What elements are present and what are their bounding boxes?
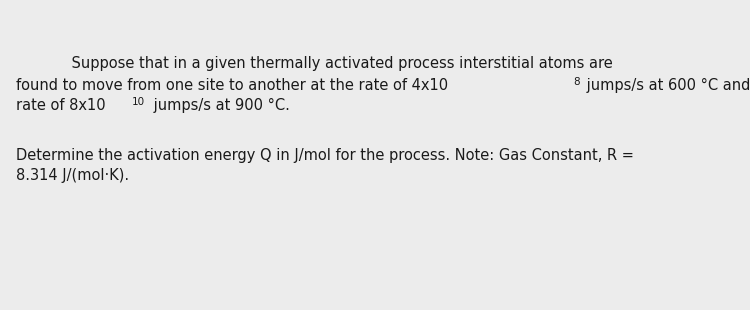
Text: 10: 10: [132, 97, 145, 107]
Text: jumps/s at 600 °C and at the: jumps/s at 600 °C and at the: [582, 78, 750, 93]
Text: rate of 8x10: rate of 8x10: [16, 98, 106, 113]
Text: jumps/s at 900 °C.: jumps/s at 900 °C.: [148, 98, 290, 113]
Text: 8: 8: [574, 77, 580, 87]
Text: 8.314 J/(mol·K).: 8.314 J/(mol·K).: [16, 168, 129, 183]
Text: Determine the activation energy Q in J/mol for the process. Note: Gas Constant, : Determine the activation energy Q in J/m…: [16, 148, 634, 163]
Text: found to move from one site to another at the rate of 4x10: found to move from one site to another a…: [16, 78, 448, 93]
Text: Suppose that in a given thermally activated process interstitial atoms are: Suppose that in a given thermally activa…: [16, 56, 613, 71]
